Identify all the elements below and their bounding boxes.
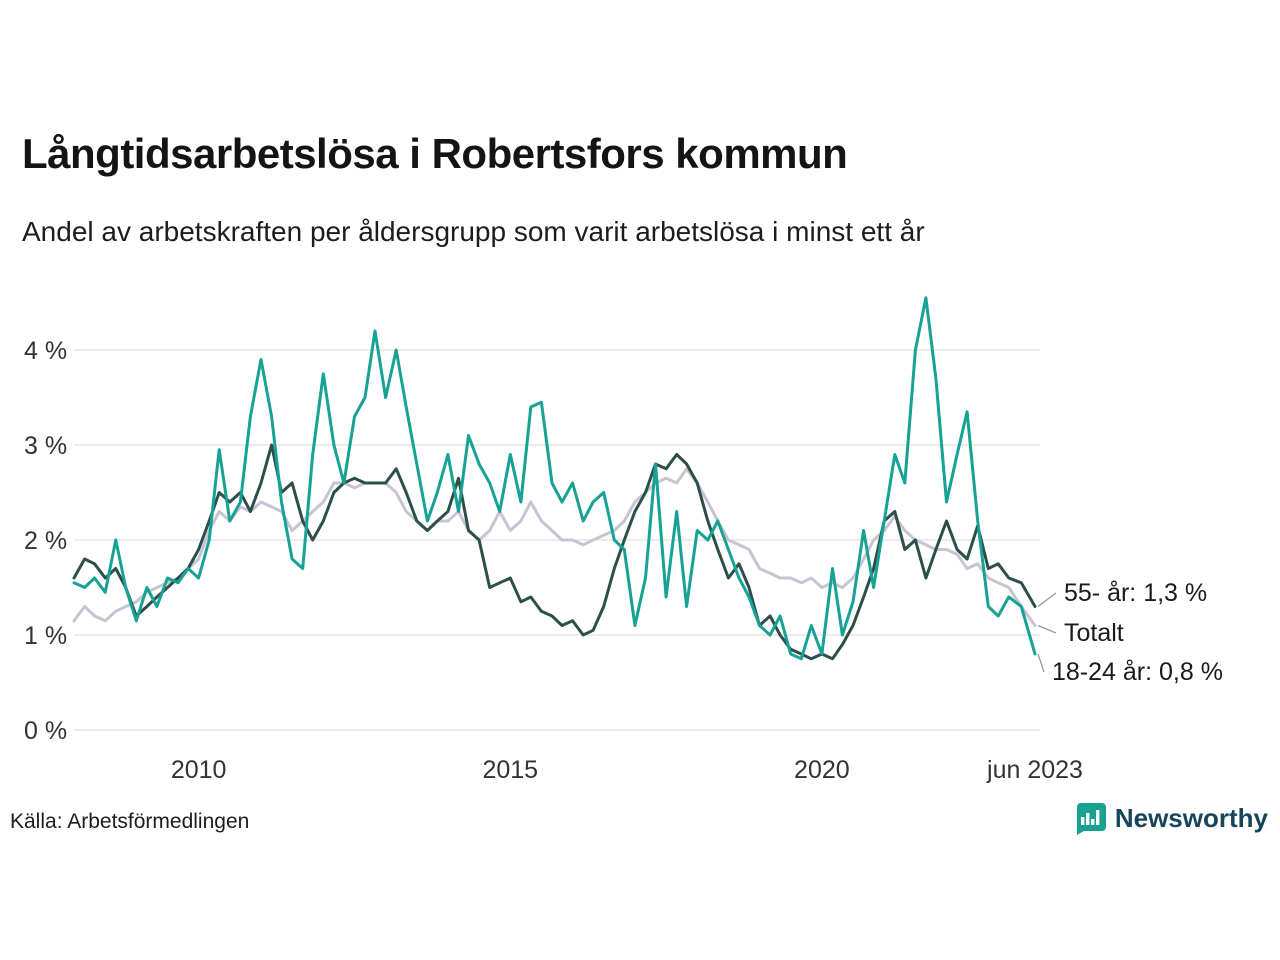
x-tick-label: 2020 [794, 756, 850, 784]
annotation-leader-line [1037, 592, 1057, 608]
page-subtitle: Andel av arbetskraften per åldersgrupp s… [22, 216, 925, 247]
annotation-leader-line [1037, 624, 1057, 634]
x-tick-label: 2015 [482, 756, 538, 784]
annotation-label: 55- år: 1,3 % [1064, 579, 1207, 607]
series-line-18-24-år [72, 296, 1037, 661]
x-tick-label: jun 2023 [986, 756, 1083, 784]
annotation-label: 18-24 år: 0,8 % [1052, 658, 1223, 686]
annotation-leader-line [1037, 653, 1045, 673]
annotation-label: Totalt [1064, 619, 1124, 647]
y-tick-label: 1 % [24, 622, 67, 650]
y-tick-label: 4 % [24, 337, 67, 365]
series-line-55--år [72, 443, 1037, 661]
y-tick-label: 2 % [24, 527, 67, 555]
newsworthy-logo-text: Newsworthy [1114, 803, 1268, 833]
x-tick-label: 2010 [171, 756, 227, 784]
y-tick-label: 3 % [24, 432, 67, 460]
newsworthy-logo-icon [1076, 803, 1106, 835]
y-tick-label: 0 % [24, 717, 67, 745]
page-title: Långtidsarbetslösa i Robertsfors kommun [22, 130, 848, 177]
newsworthy-logo: Newsworthy [1073, 802, 1268, 835]
source-note: Källa: Arbetsförmedlingen [10, 810, 250, 833]
